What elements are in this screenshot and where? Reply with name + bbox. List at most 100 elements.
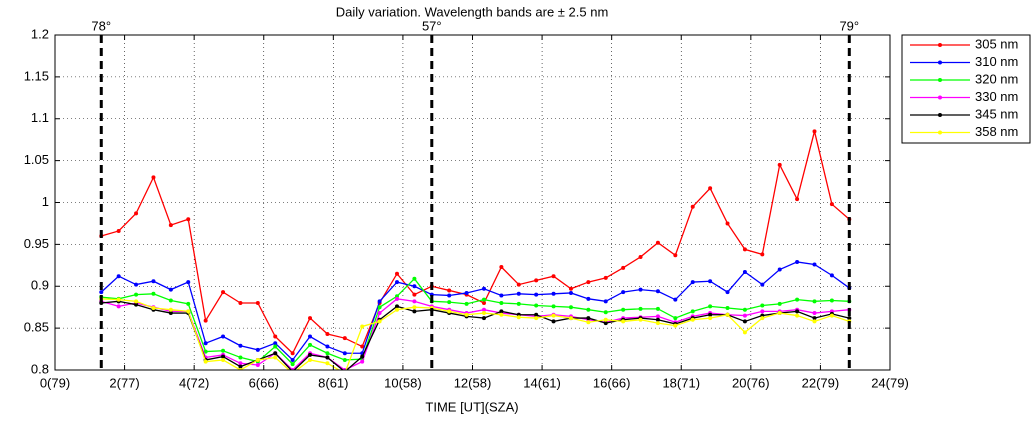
data-point bbox=[795, 297, 800, 302]
data-point bbox=[708, 312, 713, 317]
data-point bbox=[812, 316, 817, 321]
legend-label: 345 nm bbox=[975, 106, 1018, 121]
data-point bbox=[447, 288, 452, 293]
data-point bbox=[481, 297, 486, 302]
data-point bbox=[725, 221, 730, 226]
data-point bbox=[603, 317, 608, 322]
data-point bbox=[812, 319, 817, 324]
x-tick-label: 2(77) bbox=[109, 375, 139, 390]
data-point bbox=[203, 359, 208, 364]
data-point bbox=[777, 267, 782, 272]
data-point bbox=[795, 259, 800, 264]
data-point bbox=[377, 311, 382, 316]
data-point bbox=[221, 348, 226, 353]
data-point bbox=[238, 355, 243, 360]
data-point bbox=[377, 305, 382, 310]
data-point bbox=[638, 317, 643, 322]
data-point bbox=[708, 186, 713, 191]
data-point bbox=[412, 309, 417, 314]
data-point bbox=[516, 282, 521, 287]
data-point bbox=[151, 291, 156, 296]
data-point bbox=[534, 278, 539, 283]
data-point bbox=[412, 299, 417, 304]
x-tick-label: 20(76) bbox=[732, 375, 770, 390]
data-point bbox=[377, 299, 382, 304]
data-point bbox=[568, 290, 573, 295]
data-point bbox=[516, 291, 521, 296]
y-tick-label: 1.05 bbox=[24, 152, 49, 167]
data-point bbox=[273, 334, 278, 339]
data-point bbox=[151, 279, 156, 284]
data-point bbox=[655, 240, 660, 245]
legend-label: 330 nm bbox=[975, 89, 1018, 104]
data-point bbox=[273, 344, 278, 349]
marker-label: 78° bbox=[91, 18, 111, 33]
data-point bbox=[325, 355, 330, 360]
y-tick-label: 1.2 bbox=[31, 26, 49, 41]
legend-label: 305 nm bbox=[975, 36, 1018, 51]
data-point bbox=[325, 344, 330, 349]
data-point bbox=[603, 321, 608, 326]
data-point bbox=[221, 354, 226, 359]
data-point bbox=[395, 271, 400, 276]
data-point bbox=[116, 297, 121, 302]
data-point bbox=[690, 280, 695, 285]
data-point bbox=[151, 175, 156, 180]
x-axis-label: TIME [UT](SZA) bbox=[425, 399, 518, 414]
x-tick-label: 22(79) bbox=[802, 375, 840, 390]
data-point bbox=[621, 307, 626, 312]
data-point bbox=[464, 312, 469, 317]
data-point bbox=[777, 311, 782, 316]
data-point bbox=[290, 357, 295, 362]
data-point bbox=[168, 298, 173, 303]
data-point bbox=[255, 301, 260, 305]
legend-label: 320 nm bbox=[975, 71, 1018, 86]
data-point bbox=[481, 307, 486, 312]
data-point bbox=[134, 282, 139, 287]
data-point bbox=[308, 334, 313, 339]
data-point bbox=[377, 319, 382, 324]
data-point bbox=[308, 316, 313, 321]
data-point bbox=[638, 287, 643, 292]
data-point bbox=[481, 301, 486, 305]
data-point bbox=[273, 355, 278, 360]
marker-label: 79° bbox=[839, 18, 859, 33]
y-tick-label: 0.8 bbox=[31, 361, 49, 376]
data-point bbox=[221, 334, 226, 339]
data-point bbox=[412, 292, 417, 297]
data-point bbox=[621, 319, 626, 324]
data-point bbox=[447, 293, 452, 298]
data-point bbox=[290, 351, 295, 356]
data-point bbox=[603, 299, 608, 304]
data-point bbox=[673, 253, 678, 258]
data-point bbox=[360, 359, 365, 364]
data-point bbox=[134, 211, 139, 216]
data-point bbox=[499, 312, 504, 317]
data-point bbox=[238, 301, 243, 305]
data-point bbox=[638, 254, 643, 259]
data-point bbox=[99, 290, 104, 295]
data-point bbox=[777, 162, 782, 167]
data-point bbox=[534, 312, 539, 317]
data-point bbox=[499, 301, 504, 305]
x-tick-label: 24(79) bbox=[871, 375, 909, 390]
data-point bbox=[812, 299, 817, 304]
data-point bbox=[690, 204, 695, 209]
data-point bbox=[655, 306, 660, 311]
data-point bbox=[116, 274, 121, 279]
data-point bbox=[829, 298, 834, 303]
data-point bbox=[534, 292, 539, 297]
data-point bbox=[308, 352, 313, 357]
data-point bbox=[203, 341, 208, 346]
legend: 305 nm 310 nm 320 nm 330 nm 345 nm 358 nm bbox=[901, 34, 1031, 144]
y-tick-label: 1.1 bbox=[31, 110, 49, 125]
data-point bbox=[742, 270, 747, 275]
legend-box bbox=[901, 34, 1031, 144]
plot-area bbox=[99, 129, 852, 370]
data-point bbox=[360, 324, 365, 329]
data-point bbox=[499, 309, 504, 314]
data-point bbox=[360, 344, 365, 349]
data-point bbox=[760, 303, 765, 308]
legend-label: 310 nm bbox=[975, 54, 1018, 69]
data-point bbox=[238, 364, 243, 369]
